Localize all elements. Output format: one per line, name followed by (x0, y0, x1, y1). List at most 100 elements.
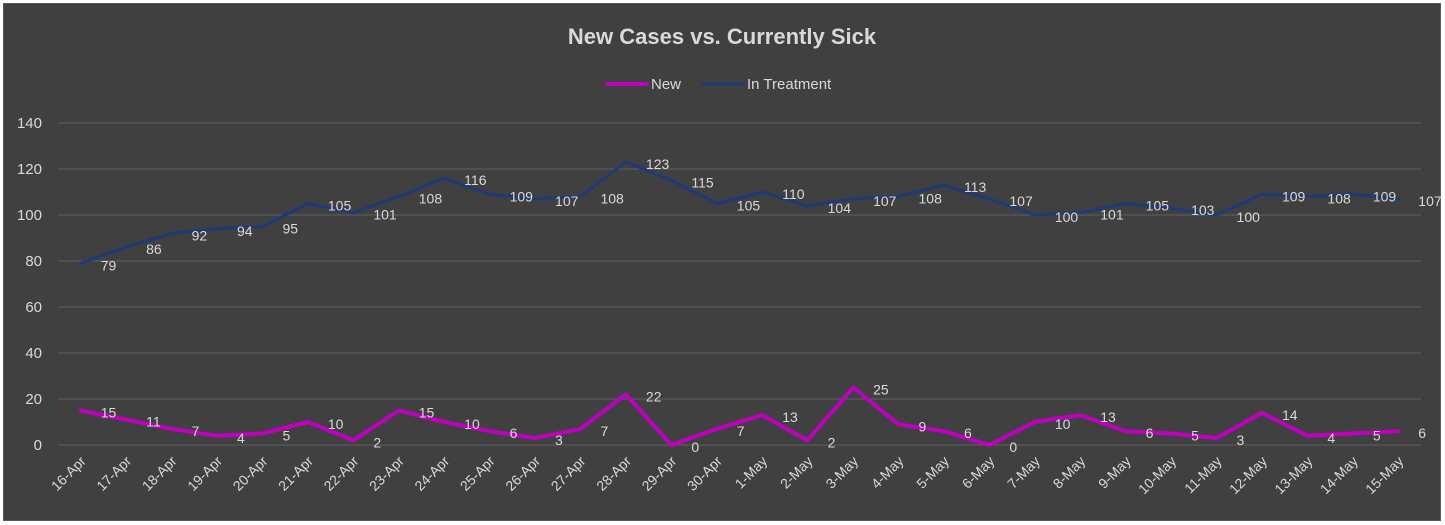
data-label: 4 (1327, 430, 1335, 446)
legend: New In Treatment (605, 76, 832, 93)
data-label: 115 (691, 175, 714, 191)
x-tick-label: 12-May (1226, 453, 1270, 497)
data-label: 14 (1282, 407, 1298, 423)
data-label: 107 (1418, 193, 1442, 209)
data-label: 109 (510, 188, 534, 204)
x-tick-label: 5-May (913, 453, 952, 492)
data-label: 109 (1282, 188, 1306, 204)
x-tick-label: 23-Apr (366, 453, 407, 494)
data-label: 100 (1237, 209, 1261, 225)
x-tick-label: 15-May (1362, 453, 1406, 497)
data-label: 108 (419, 191, 443, 207)
legend-label[interactable]: In Treatment (747, 76, 832, 93)
x-tick-label: 21-Apr (275, 453, 316, 494)
x-tick-label: 10-May (1135, 453, 1179, 497)
x-tick-label: 20-Apr (230, 453, 271, 494)
x-tick-label: 17-Apr (93, 453, 134, 494)
x-tick-label: 4-May (868, 453, 907, 492)
data-label: 4 (237, 430, 245, 446)
gridlines (58, 122, 1421, 446)
x-tick-label: 29-Apr (638, 453, 679, 494)
x-tick-label: 3-May (822, 453, 861, 492)
data-label: 100 (1055, 209, 1079, 225)
data-label: 104 (828, 200, 852, 216)
data-label: 107 (873, 193, 897, 209)
y-axis: 0 20 40 60 80 100 120 140 (17, 115, 42, 454)
chart-title: New Cases vs. Currently Sick (568, 24, 877, 49)
data-label: 22 (646, 388, 662, 404)
data-label: 2 (828, 434, 836, 450)
y-tick-label: 140 (17, 115, 42, 132)
data-label: 103 (1191, 202, 1215, 218)
data-label: 6 (510, 425, 518, 441)
x-axis: 16-Apr 17-Apr 18-Apr 19-Apr 20-Apr 21-Apr 22-A… (48, 453, 1407, 498)
data-label: 107 (555, 193, 579, 209)
data-label: 15 (419, 405, 435, 421)
x-tick-label: 2-May (777, 453, 816, 492)
data-label: 3 (1237, 432, 1245, 448)
data-label: 7 (600, 423, 608, 439)
x-tick-label: 14-May (1317, 453, 1361, 497)
data-label: 101 (1100, 207, 1124, 223)
data-label: 13 (1100, 409, 1116, 425)
y-tick-label: 100 (17, 207, 42, 224)
x-tick-label: 24-Apr (411, 453, 452, 494)
x-tick-label: 22-Apr (320, 453, 361, 494)
x-tick-label: 30-Apr (684, 453, 725, 494)
data-label: 86 (146, 241, 162, 257)
x-tick-label: 8-May (1050, 453, 1089, 492)
data-label: 13 (782, 409, 798, 425)
data-label: 105 (737, 198, 761, 214)
data-label: 9 (919, 418, 927, 434)
data-label: 25 (873, 382, 889, 398)
data-label: 95 (282, 221, 298, 237)
y-tick-label: 0 (34, 437, 42, 454)
data-label: 105 (328, 198, 352, 214)
data-label: 5 (1373, 428, 1381, 444)
data-label: 79 (101, 257, 117, 273)
data-label: 6 (964, 425, 972, 441)
data-labels: 15 11 7 4 5 10 2 15 10 6 3 7 22 0 7 13 2 25 9 6 0 10 13 6 5 3 14 4 5… (101, 156, 1442, 455)
y-tick-label: 80 (25, 253, 42, 270)
data-label: 3 (555, 432, 563, 448)
data-label: 105 (1146, 198, 1170, 214)
x-tick-label: 27-Apr (548, 453, 589, 494)
data-label: 101 (373, 207, 397, 223)
x-tick-label: 28-Apr (593, 453, 634, 494)
data-label: 108 (919, 191, 943, 207)
x-tick-label: 7-May (1004, 453, 1043, 492)
data-label: 15 (101, 405, 117, 421)
data-label: 10 (1055, 416, 1071, 432)
x-tick-label: 6-May (959, 453, 998, 492)
data-label: 107 (1009, 193, 1033, 209)
data-label: 2 (373, 434, 381, 450)
legend-label[interactable]: New (651, 76, 681, 93)
data-label: 113 (964, 179, 987, 195)
data-label: 11 (146, 414, 161, 430)
data-label: 108 (600, 191, 624, 207)
data-label: 10 (328, 416, 344, 432)
y-tick-label: 120 (17, 161, 42, 178)
x-tick-label: 13-May (1271, 453, 1315, 497)
x-tick-label: 25-Apr (457, 453, 498, 494)
data-label: 94 (237, 223, 253, 239)
data-label: 5 (282, 428, 290, 444)
data-label: 0 (1009, 439, 1017, 455)
data-label: 10 (464, 416, 480, 432)
data-label: 7 (192, 423, 200, 439)
data-label: 92 (192, 227, 208, 243)
x-tick-label: 16-Apr (48, 453, 89, 494)
data-label: 6 (1146, 425, 1154, 441)
x-tick-label: 26-Apr (502, 453, 543, 494)
data-label: 123 (646, 156, 670, 172)
data-label: 116 (464, 172, 487, 188)
y-tick-label: 40 (25, 345, 42, 362)
x-tick-label: 1-May (732, 453, 771, 492)
data-label: 7 (737, 423, 745, 439)
series-line-in-treatment (79, 160, 1400, 265)
data-label: 110 (782, 186, 805, 202)
data-label: 5 (1191, 428, 1199, 444)
data-label: 6 (1418, 425, 1426, 441)
y-tick-label: 20 (25, 391, 42, 408)
